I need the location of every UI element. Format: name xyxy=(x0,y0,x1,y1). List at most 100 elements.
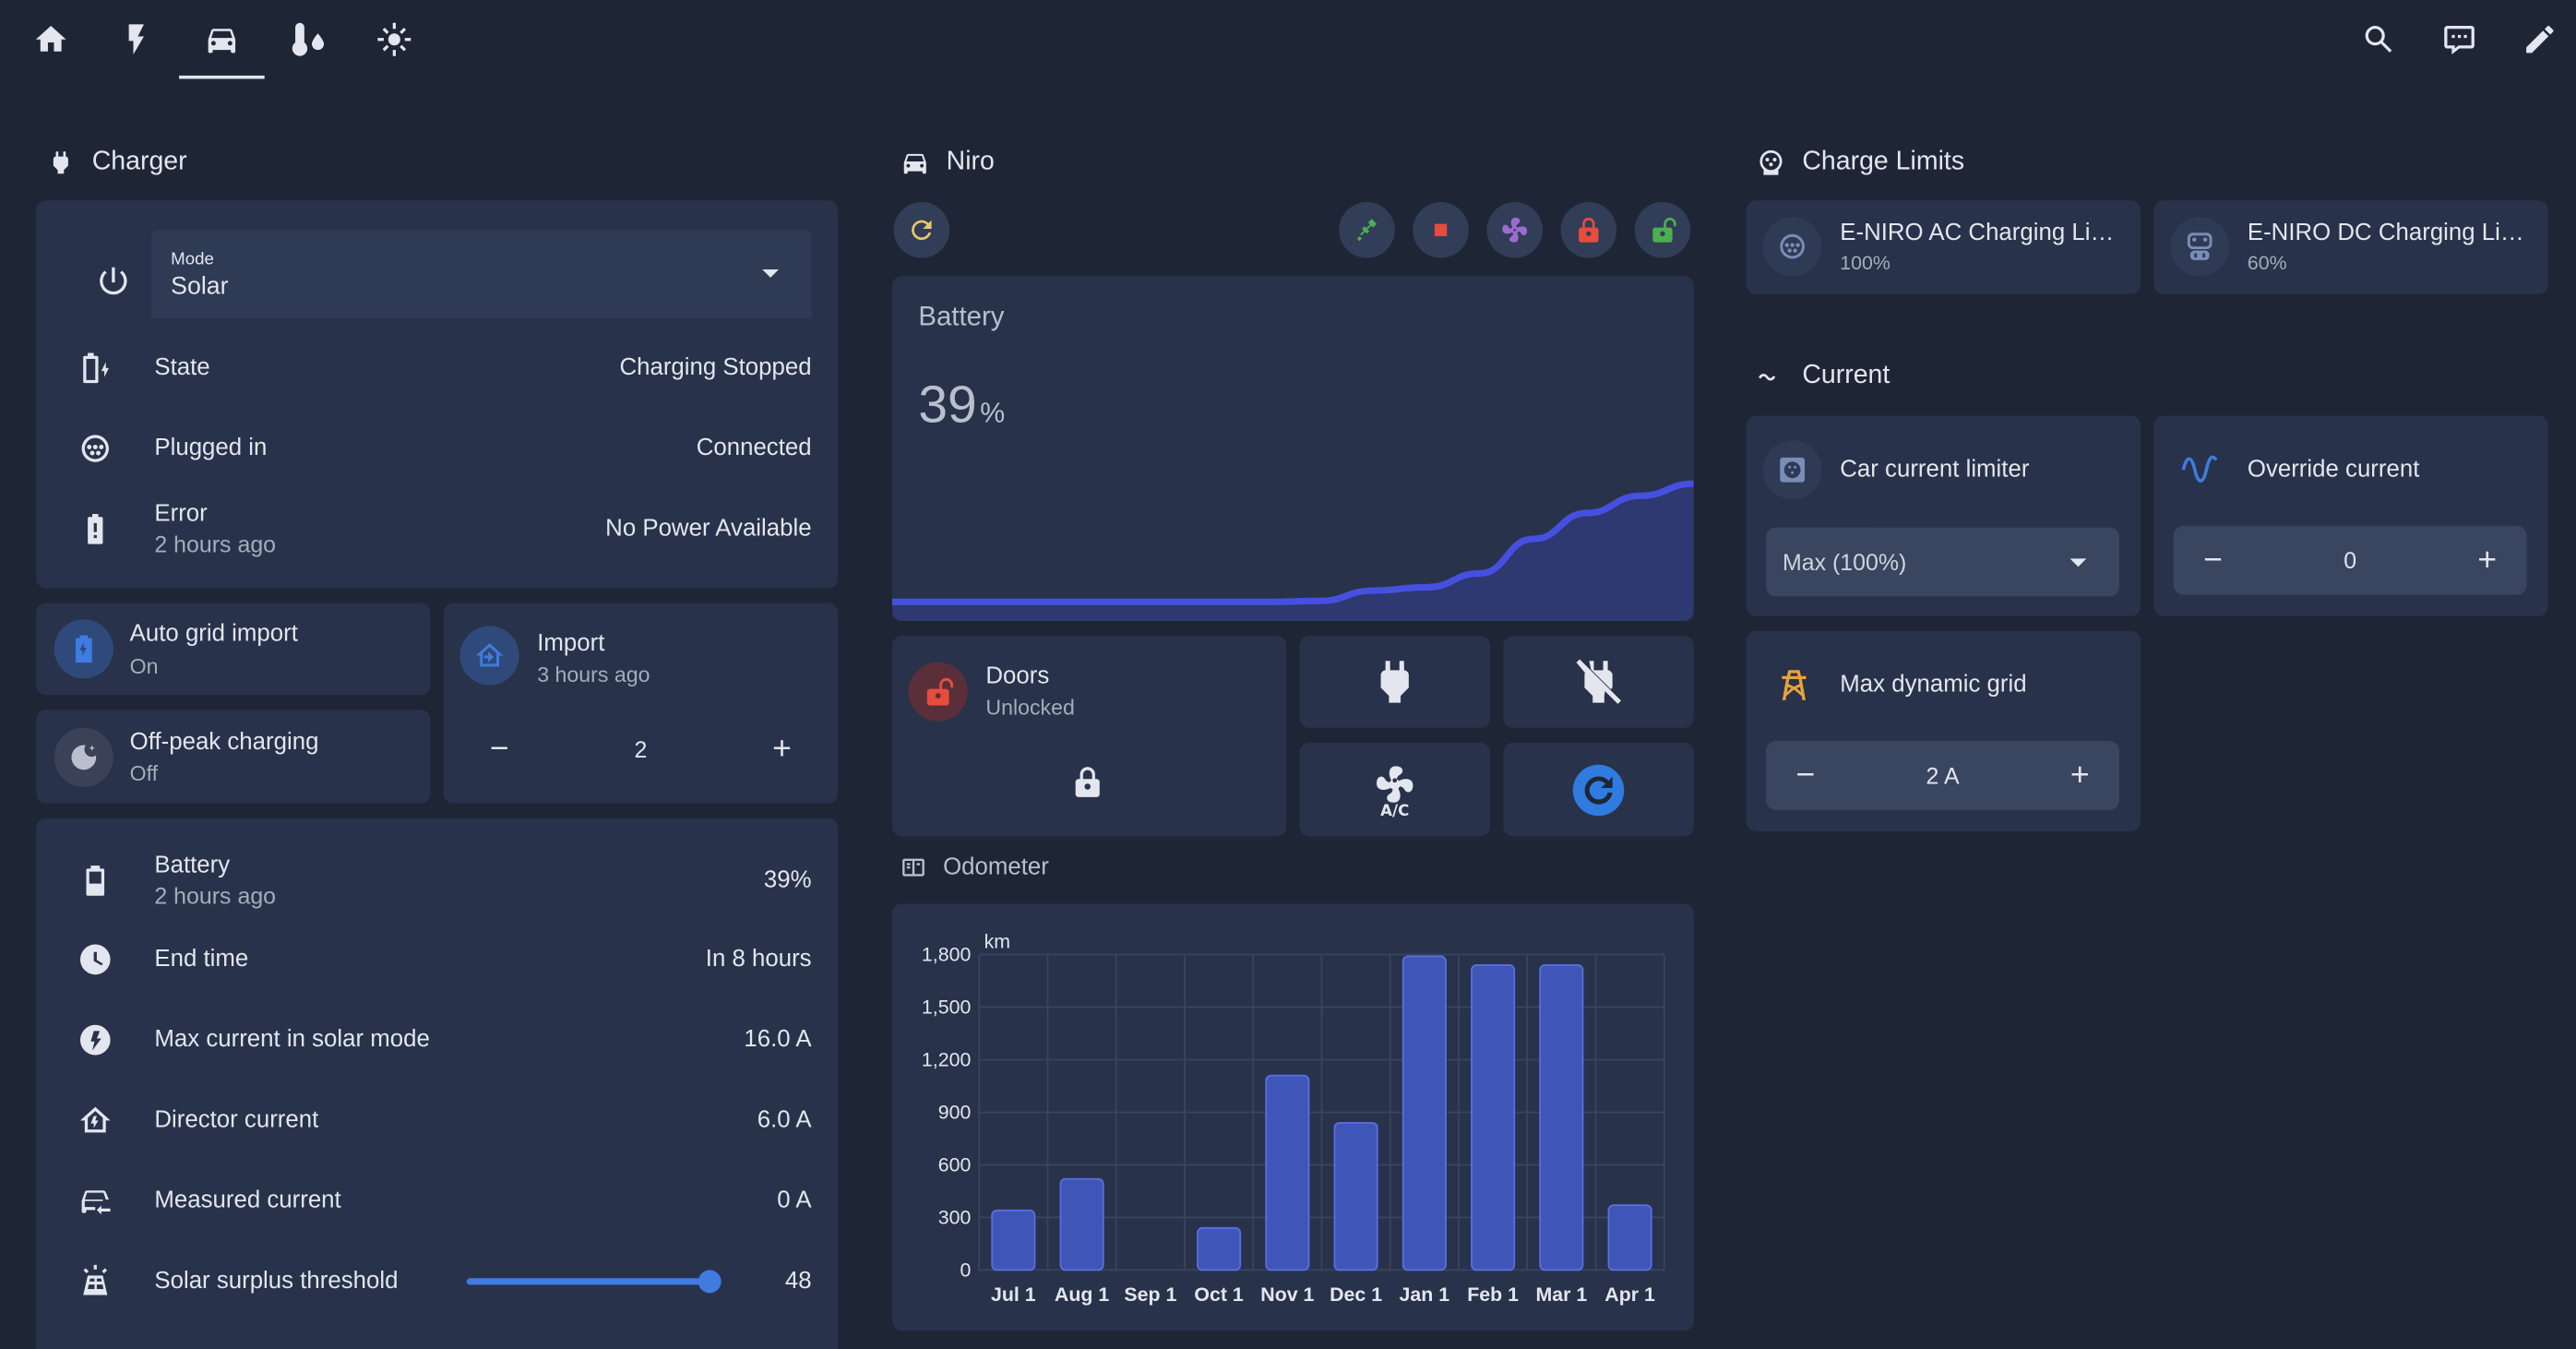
ac-limit-tile[interactable]: E-NIRO AC Charging Li… 100% xyxy=(1746,200,2141,294)
measured-current-row[interactable]: Measured current 0 A xyxy=(36,1168,838,1234)
mode-value: Solar xyxy=(171,272,229,301)
plug-button[interactable] xyxy=(1299,636,1491,728)
ev-plug-ccs-icon xyxy=(2170,217,2230,277)
override-decrease-button[interactable]: − xyxy=(2203,541,2223,578)
battery-graph-value-wrap: 39% xyxy=(918,375,1005,436)
chevron-down-icon xyxy=(2069,557,2087,567)
slider-thumb[interactable] xyxy=(698,1270,722,1294)
max-solar-current-row[interactable]: Max current in solar mode 16.0 A xyxy=(36,1008,838,1073)
import-stepper: − 2 + xyxy=(460,715,822,784)
bar xyxy=(1265,1074,1310,1271)
bar xyxy=(1197,1226,1242,1271)
error-row[interactable]: Error 2 hours ago No Power Available xyxy=(36,496,838,562)
ac-limit-value: 100% xyxy=(1840,251,1890,275)
lock-open-icon xyxy=(1652,217,1676,243)
counter-icon xyxy=(902,858,924,877)
car-icon xyxy=(903,153,926,174)
stop-charge-button[interactable] xyxy=(1413,202,1469,258)
mode-select[interactable]: Mode Solar xyxy=(150,230,812,319)
plugged-row[interactable]: Plugged in Connected xyxy=(36,415,838,481)
refresh-button[interactable] xyxy=(893,202,950,258)
niro-heading: Niro xyxy=(900,148,995,177)
y-axis-label: km xyxy=(984,930,1010,952)
battery-graph-unit: % xyxy=(980,397,1006,429)
x-tick-label: Sep 1 xyxy=(1124,1283,1176,1306)
thermometer-water-icon xyxy=(292,22,325,56)
mode-caption: Mode xyxy=(171,249,214,270)
sine-wave-icon xyxy=(2180,450,2220,498)
dc-limit-tile[interactable]: E-NIRO DC Charging Li… 60% xyxy=(2153,200,2548,294)
stop-icon xyxy=(1434,223,1448,236)
current-heading: Current xyxy=(1756,362,1890,391)
odometer-title: Odometer xyxy=(943,854,1049,881)
import-decrease-button[interactable]: − xyxy=(489,730,509,767)
x-tick-label: Jan 1 xyxy=(1400,1283,1450,1306)
home-lightning-icon xyxy=(36,1103,154,1139)
climate-button[interactable] xyxy=(1486,202,1543,258)
max-solar-current-value: 16.0 A xyxy=(744,1026,812,1054)
chevron-down-icon xyxy=(762,269,780,278)
tab-weather[interactable] xyxy=(362,13,427,66)
y-tick-label: 0 xyxy=(960,1259,971,1282)
unplug-button[interactable] xyxy=(1503,636,1694,728)
max-dynamic-increase-button[interactable]: + xyxy=(2069,756,2090,794)
ev-plug-type2-icon xyxy=(36,431,154,467)
battery-row[interactable]: Battery 2 hours ago 39% xyxy=(36,848,838,913)
state-row[interactable]: State Charging Stopped xyxy=(36,335,838,400)
assist-button[interactable] xyxy=(2437,17,2483,63)
auto-grid-import-tile[interactable]: Auto grid import On xyxy=(36,603,431,696)
battery-sparkline xyxy=(891,480,1694,622)
doors-state: Unlocked xyxy=(985,695,1075,720)
car-icon xyxy=(208,29,236,54)
car-current-limiter-select[interactable]: Max (100%) xyxy=(1766,527,2119,597)
charge-limits-heading: Charge Limits xyxy=(1756,148,1964,177)
max-solar-current-label: Max current in solar mode xyxy=(154,1026,430,1054)
sun-thermometer-icon xyxy=(377,22,411,56)
dc-limit-title: E-NIRO DC Charging Li… xyxy=(2247,220,2524,247)
power-plug-icon xyxy=(1380,661,1409,703)
bar xyxy=(991,1209,1036,1271)
max-dynamic-grid-tile: Max dynamic grid − 2 A + xyxy=(1746,630,2141,831)
import-title: Import xyxy=(537,630,605,658)
ev-station-icon xyxy=(1759,149,1783,175)
end-time-row[interactable]: End time In 8 hours xyxy=(36,926,838,992)
end-time-label: End time xyxy=(154,946,249,973)
max-dynamic-decrease-button[interactable]: − xyxy=(1795,756,1816,794)
x-tick-label: Aug 1 xyxy=(1055,1283,1109,1306)
ac-button[interactable]: A/C xyxy=(1299,742,1491,837)
doors-lock-button[interactable] xyxy=(1069,764,1105,808)
home-import-icon xyxy=(459,626,519,686)
import-increase-button[interactable]: + xyxy=(772,730,792,767)
battery-graph-card[interactable]: Battery 39% xyxy=(891,276,1694,622)
auto-grid-state: On xyxy=(129,653,159,679)
bar xyxy=(1401,955,1447,1271)
refresh-status-button[interactable] xyxy=(1503,742,1694,837)
override-current-title: Override current xyxy=(2247,457,2420,483)
lock-button[interactable] xyxy=(1560,202,1617,258)
director-current-row[interactable]: Director current 6.0 A xyxy=(36,1088,838,1153)
start-charge-button[interactable] xyxy=(1339,202,1395,258)
x-tick-label: Mar 1 xyxy=(1535,1283,1587,1306)
solar-surplus-slider[interactable] xyxy=(466,1248,736,1314)
override-increase-button[interactable]: + xyxy=(2477,541,2498,578)
doors-tile[interactable]: Doors Unlocked xyxy=(891,636,1287,837)
search-button[interactable] xyxy=(2355,17,2402,63)
tab-energy[interactable] xyxy=(103,13,169,66)
off-peak-charging-tile[interactable]: Off-peak charging Off xyxy=(36,710,431,804)
ev-plug-type2-icon xyxy=(1762,217,1822,277)
tab-home[interactable] xyxy=(18,13,84,66)
dc-limit-value: 60% xyxy=(2247,251,2287,275)
solar-surplus-row: Solar surplus threshold 48 xyxy=(36,1248,838,1314)
edit-button[interactable] xyxy=(2517,17,2563,63)
power-plug-off-icon xyxy=(1576,659,1621,704)
import-tile: Import 3 hours ago − 2 + xyxy=(443,603,839,804)
bar xyxy=(1471,964,1516,1271)
car-current-limiter-title: Car current limiter xyxy=(1840,457,2030,483)
tab-car[interactable] xyxy=(179,13,265,79)
clock-icon xyxy=(36,941,154,977)
lock-icon xyxy=(1075,767,1100,797)
max-dynamic-grid-title: Max dynamic grid xyxy=(1840,672,2027,698)
unlock-button[interactable] xyxy=(1634,202,1691,258)
tab-climate[interactable] xyxy=(276,13,341,66)
ev-plug-icon xyxy=(1356,219,1377,242)
